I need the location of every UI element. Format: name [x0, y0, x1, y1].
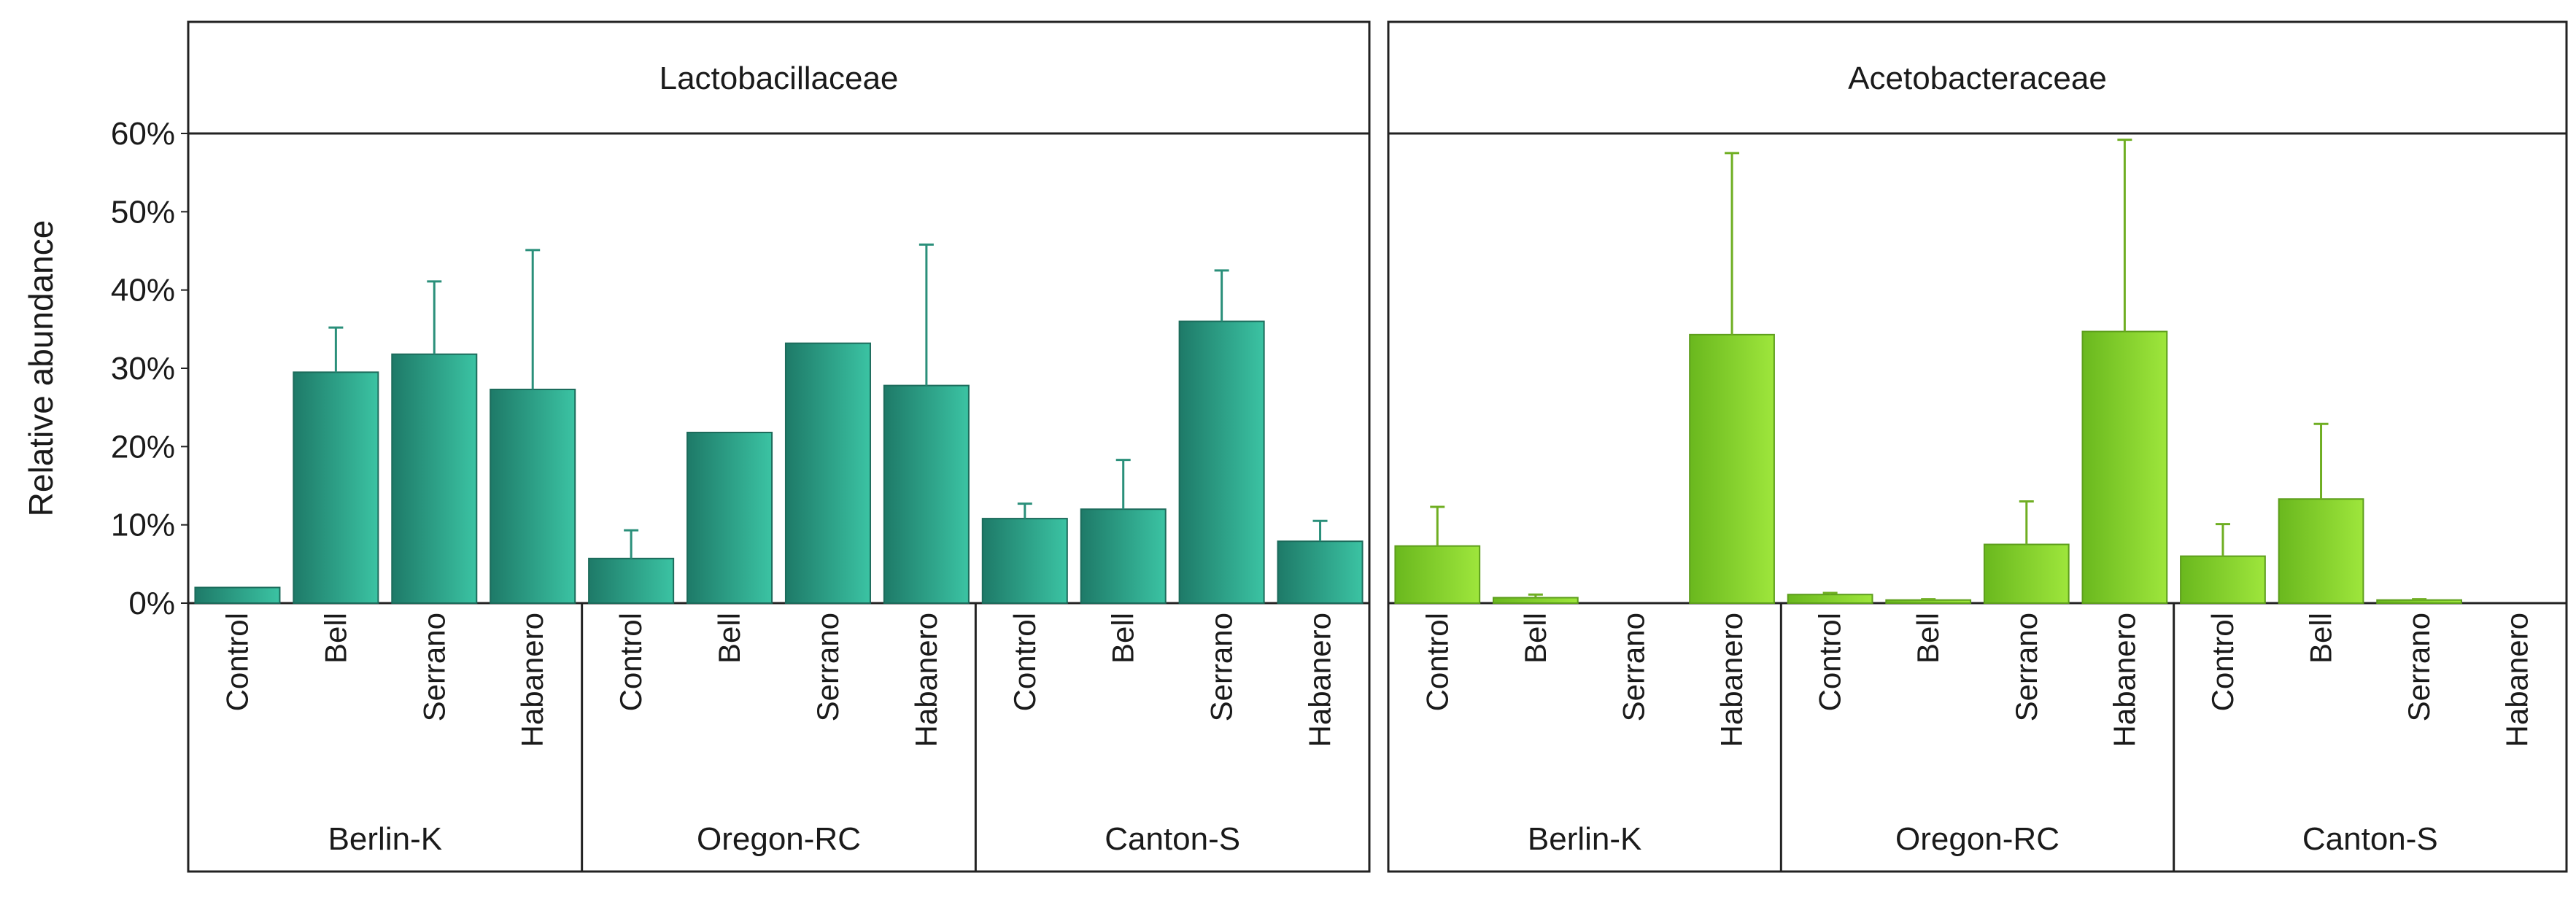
category-label: Serrano	[1204, 613, 1239, 721]
panel-title-0: Lactobacillaceae	[660, 61, 899, 96]
category-label: Control	[1007, 613, 1042, 711]
bar	[2376, 599, 2462, 604]
y-axis-title: Relative abundance	[22, 220, 60, 517]
y-tick-label: 60%	[111, 116, 175, 152]
category-label: Serrano	[2009, 613, 2043, 721]
y-tick-label: 50%	[111, 194, 175, 230]
category-label: Bell	[2304, 613, 2338, 664]
category-label: Control	[1420, 613, 1454, 711]
category-label: Habanero	[2107, 613, 2141, 747]
category-label: Serrano	[811, 613, 845, 721]
group-label: Berlin-K	[328, 821, 443, 857]
category-label: Serrano	[2402, 613, 2436, 721]
bar	[1787, 594, 1873, 605]
category-label: Habanero	[2500, 613, 2534, 747]
bar	[1178, 320, 1265, 604]
y-tick-label: 0%	[128, 586, 175, 621]
panel-frame-1	[1387, 20, 2568, 873]
bar	[981, 518, 1068, 605]
bar	[1080, 508, 1167, 605]
y-tick-label: 30%	[111, 351, 175, 387]
bar	[490, 388, 576, 604]
category-label: Habanero	[909, 613, 943, 747]
bar	[588, 557, 675, 605]
category-label: Habanero	[1303, 613, 1337, 747]
y-tick-label: 40%	[111, 273, 175, 308]
group-label: Canton-S	[1105, 821, 1240, 857]
category-label: Bell	[318, 613, 352, 664]
bar	[194, 586, 281, 604]
bar	[784, 342, 871, 604]
category-label: Habanero	[1714, 613, 1749, 747]
group-label: Berlin-K	[1528, 821, 1642, 857]
bar	[2278, 498, 2364, 604]
category-label: Bell	[1911, 613, 1945, 664]
category-label: Habanero	[515, 613, 549, 747]
category-label: Control	[220, 613, 254, 711]
category-label: Bell	[1106, 613, 1140, 664]
y-tick-label: 20%	[111, 429, 175, 465]
category-label: Control	[1813, 613, 1847, 711]
group-label: Canton-S	[2302, 821, 2438, 857]
bar	[1493, 597, 1579, 605]
bar	[1277, 540, 1364, 604]
bar	[1689, 333, 1775, 604]
bar	[883, 384, 970, 604]
bar	[686, 432, 773, 604]
bar	[1394, 545, 1481, 604]
category-label: Serrano	[1616, 613, 1650, 721]
bar	[1885, 599, 1972, 604]
y-tick-label: 10%	[111, 508, 175, 543]
panel-title-1: Acetobacteraceae	[1848, 61, 2107, 96]
group-label: Oregon-RC	[697, 821, 861, 857]
category-label: Bell	[1518, 613, 1552, 664]
bar	[391, 353, 478, 604]
category-label: Serrano	[417, 613, 451, 721]
bar	[2081, 330, 2168, 604]
bar	[1983, 543, 2070, 604]
category-label: Control	[614, 613, 648, 711]
category-label: Control	[2205, 613, 2240, 711]
category-label: Bell	[712, 613, 746, 664]
bar	[2180, 555, 2266, 604]
group-label: Oregon-RC	[1895, 821, 2059, 857]
bar	[293, 371, 379, 604]
